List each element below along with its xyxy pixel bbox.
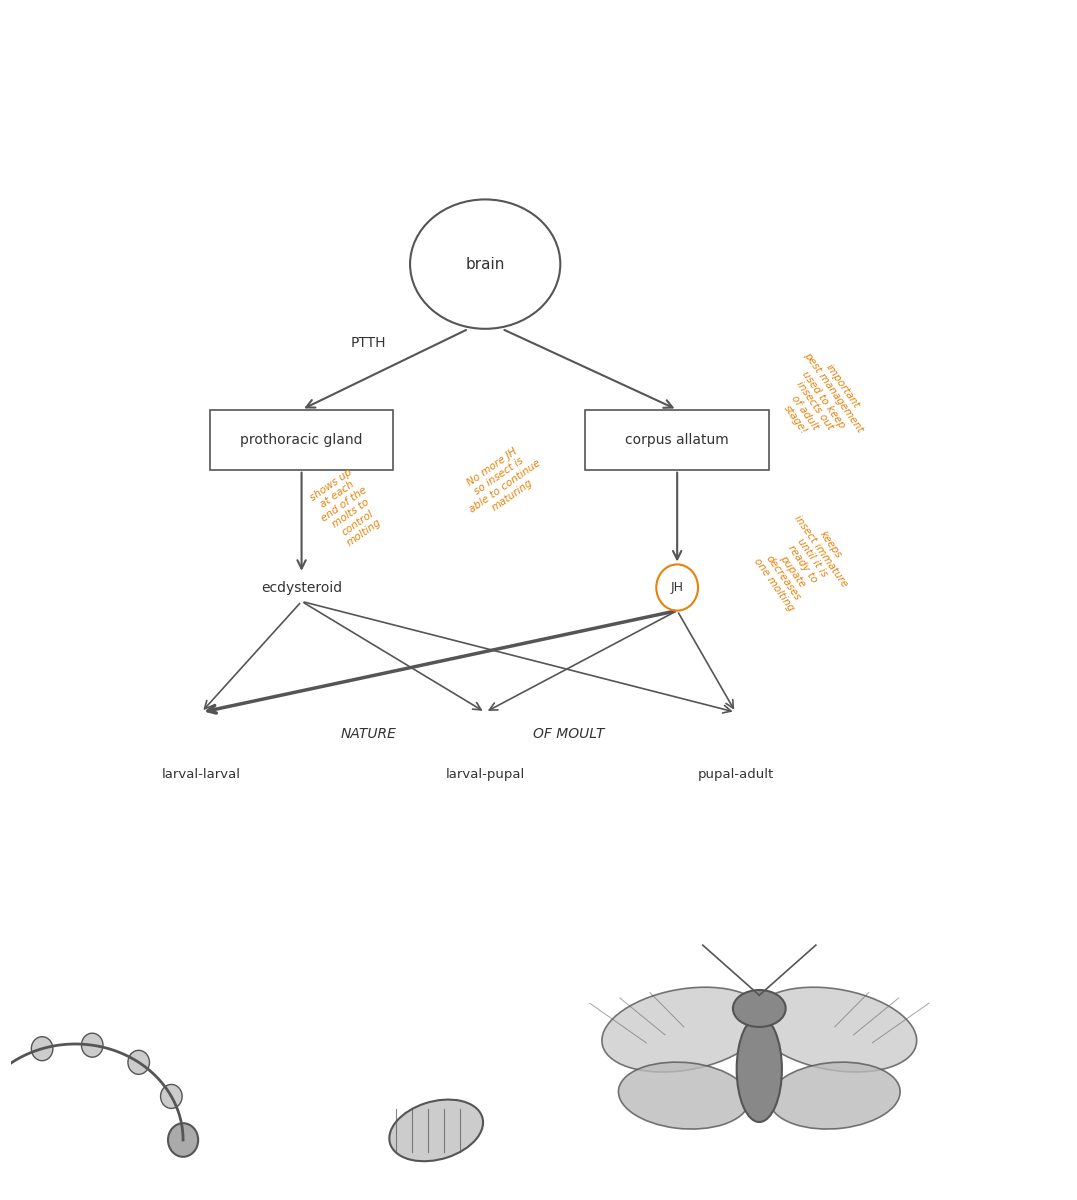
Text: No more JH
so insect is
able to continue
maturing: No more JH so insect is able to continue… [454,439,549,524]
Text: larval-pupal: larval-pupal [446,768,524,781]
Circle shape [31,1037,53,1061]
Circle shape [0,1060,10,1084]
Text: ecdysteroid: ecdysteroid [261,581,342,594]
Text: PTTH: PTTH [351,336,386,349]
Ellipse shape [769,1062,900,1129]
Text: JH: JH [671,581,684,594]
Ellipse shape [737,1016,782,1122]
Text: pupal-adult: pupal-adult [698,768,773,781]
Ellipse shape [389,1099,484,1162]
Text: important
pest management
used to keep
insects out
of adult
stage!: important pest management used to keep i… [764,344,875,461]
Text: brain: brain [465,257,505,271]
Circle shape [172,1128,194,1152]
Ellipse shape [602,988,766,1072]
Text: larval-larval: larval-larval [162,768,241,781]
Text: keeps
insect immature
until it is
ready to
pupate
decreases
one molting: keeps insect immature until it is ready … [745,506,859,622]
Circle shape [128,1050,150,1074]
Ellipse shape [753,988,917,1072]
Ellipse shape [618,1062,750,1129]
Circle shape [82,1033,103,1057]
Text: shows up
at each
end of the
molts to
control
molting: shows up at each end of the molts to con… [306,466,389,552]
Text: NATURE: NATURE [340,726,396,740]
Circle shape [733,990,786,1027]
Circle shape [168,1123,198,1157]
Text: corpus allatum: corpus allatum [626,433,729,446]
Circle shape [160,1085,182,1109]
Text: OF MOULT: OF MOULT [533,726,604,740]
Text: prothoracic gland: prothoracic gland [240,433,363,446]
